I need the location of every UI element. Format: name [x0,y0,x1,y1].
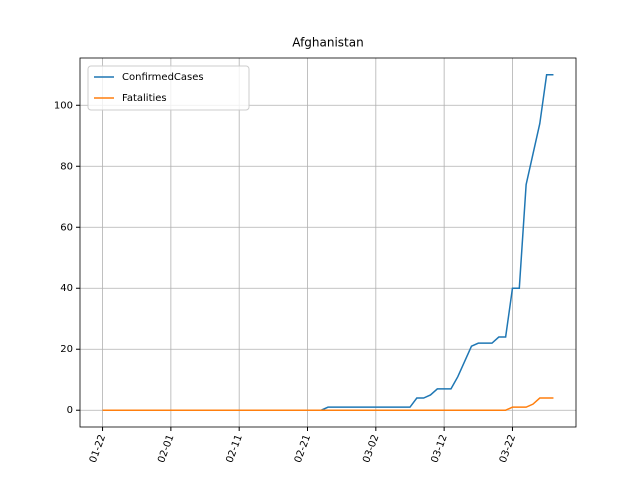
y-tick-label: 100 [54,100,73,111]
legend-box [87,65,250,111]
x-tick-label: 02-21 [293,433,313,464]
x-tick-label: 02-01 [156,433,176,464]
x-tick-label: 02-11 [225,433,245,464]
chart-title: Afghanistan [292,36,363,50]
y-tick-label: 0 [67,405,73,416]
y-tick-label: 80 [60,161,73,172]
x-tick-label: 03-22 [498,433,518,464]
y-tick-label: 60 [60,222,73,233]
data-line [102,397,554,411]
x-tick-label: 03-12 [430,433,450,464]
y-tick-label: 40 [60,283,73,294]
x-tick-label: 03-02 [361,433,381,464]
data-line [102,74,554,411]
grid [80,58,576,427]
legend-label: Fatalities [122,93,167,104]
plot-frame [79,57,577,428]
legend-label: ConfirmedCases [122,72,204,83]
x-tick-label: 01-22 [88,433,108,464]
y-tick-label: 20 [60,344,73,355]
